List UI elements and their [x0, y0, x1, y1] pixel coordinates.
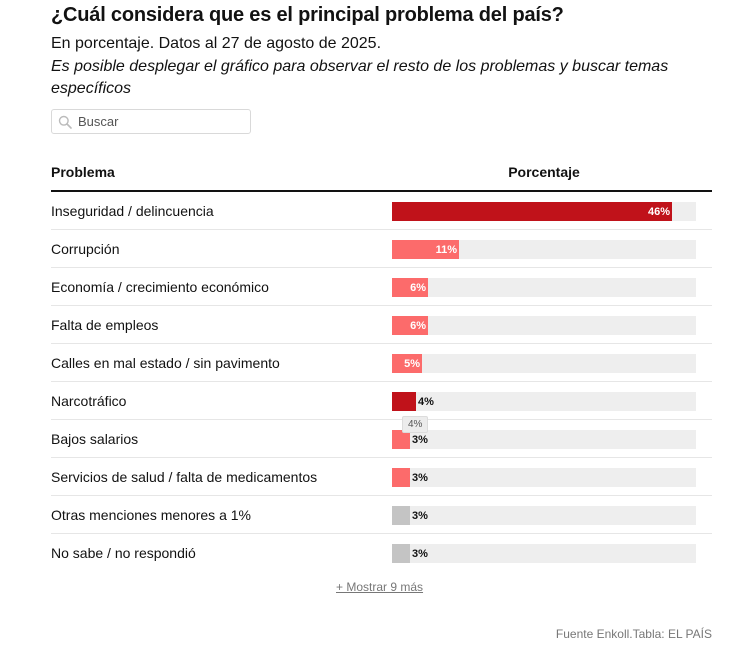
bar-value-label: 3%: [412, 434, 428, 446]
table-row: Bajos salarios 3%: [51, 420, 712, 458]
header-divider: [51, 190, 712, 192]
chart-subtitle: En porcentaje. Datos al 27 de agosto de …: [51, 35, 382, 52]
search-box[interactable]: [51, 109, 251, 134]
bar[interactable]: [392, 392, 416, 411]
bar-track: 5%: [392, 354, 696, 373]
bar-value-label: 11%: [435, 244, 457, 256]
bar-tooltip: 4%: [402, 416, 429, 433]
column-header-problem[interactable]: Problema: [51, 164, 115, 180]
table-row: Servicios de salud / falta de medicament…: [51, 458, 712, 496]
bar-track: 11%: [392, 240, 696, 259]
bar-value-label: 3%: [412, 548, 428, 560]
bar[interactable]: [392, 506, 410, 525]
bar-track: 6%: [392, 316, 696, 335]
bar-track: 3%: [392, 506, 696, 525]
bar-track: 6%: [392, 278, 696, 297]
bar-value-label: 6%: [410, 320, 426, 332]
bar[interactable]: [392, 468, 410, 487]
bar-value-label: 3%: [412, 472, 428, 484]
bar-value-label: 5%: [404, 358, 420, 370]
row-label: Otras menciones menores a 1%: [51, 507, 251, 523]
chart-note: Es posible desplegar el gráfico para obs…: [51, 58, 669, 97]
bar-track: 3%: [392, 468, 696, 487]
row-label: No sabe / no respondió: [51, 545, 196, 561]
bar-track: 46%: [392, 202, 696, 221]
table-row: Inseguridad / delincuencia 46%: [51, 192, 712, 230]
row-label: Falta de empleos: [51, 317, 159, 333]
bar-value-label: 3%: [412, 510, 428, 522]
row-label: Economía / crecimiento económico: [51, 279, 269, 295]
bar[interactable]: [392, 430, 410, 449]
table-row: Otras menciones menores a 1% 3%: [51, 496, 712, 534]
chart-title: ¿Cuál considera que es el principal prob…: [51, 4, 564, 26]
row-label: Narcotráfico: [51, 393, 127, 409]
bar[interactable]: [392, 354, 422, 373]
table-row: Narcotráfico 4%: [51, 382, 712, 420]
row-label: Servicios de salud / falta de medicament…: [51, 469, 318, 485]
row-label: Inseguridad / delincuencia: [51, 203, 214, 219]
table-row: Falta de empleos 6%: [51, 306, 712, 344]
bar[interactable]: [392, 202, 672, 221]
bar-track: 4%: [392, 392, 696, 411]
data-table-body: Inseguridad / delincuencia 46% Corrupción 1…: [51, 192, 712, 572]
bar-track: 3%: [392, 544, 696, 563]
bar[interactable]: [392, 240, 459, 259]
bar-value-label: 4%: [418, 396, 434, 408]
row-label: Calles en mal estado / sin pavimento: [51, 355, 280, 371]
bar-value-label: 46%: [647, 206, 670, 218]
source-credit: Fuente Enkoll.Tabla: EL PAÍS: [555, 627, 712, 641]
show-more-link[interactable]: + Mostrar 9 más: [336, 580, 424, 594]
table-row: No sabe / no respondió 3%: [51, 534, 712, 572]
bar-value-label: 6%: [410, 282, 426, 294]
search-input[interactable]: [78, 112, 248, 131]
bar-track: 3%: [392, 430, 696, 449]
search-icon: [58, 115, 72, 129]
bar[interactable]: [392, 316, 428, 335]
column-header-percentage[interactable]: Porcentaje: [508, 164, 580, 180]
bar[interactable]: [392, 544, 410, 563]
table-row: Economía / crecimiento económico 6%: [51, 268, 712, 306]
bar[interactable]: [392, 278, 428, 297]
table-row: Corrupción 11%: [51, 230, 712, 268]
row-label: Corrupción: [51, 241, 120, 257]
row-label: Bajos salarios: [51, 431, 139, 447]
table-row: Calles en mal estado / sin pavimento 5%: [51, 344, 712, 382]
